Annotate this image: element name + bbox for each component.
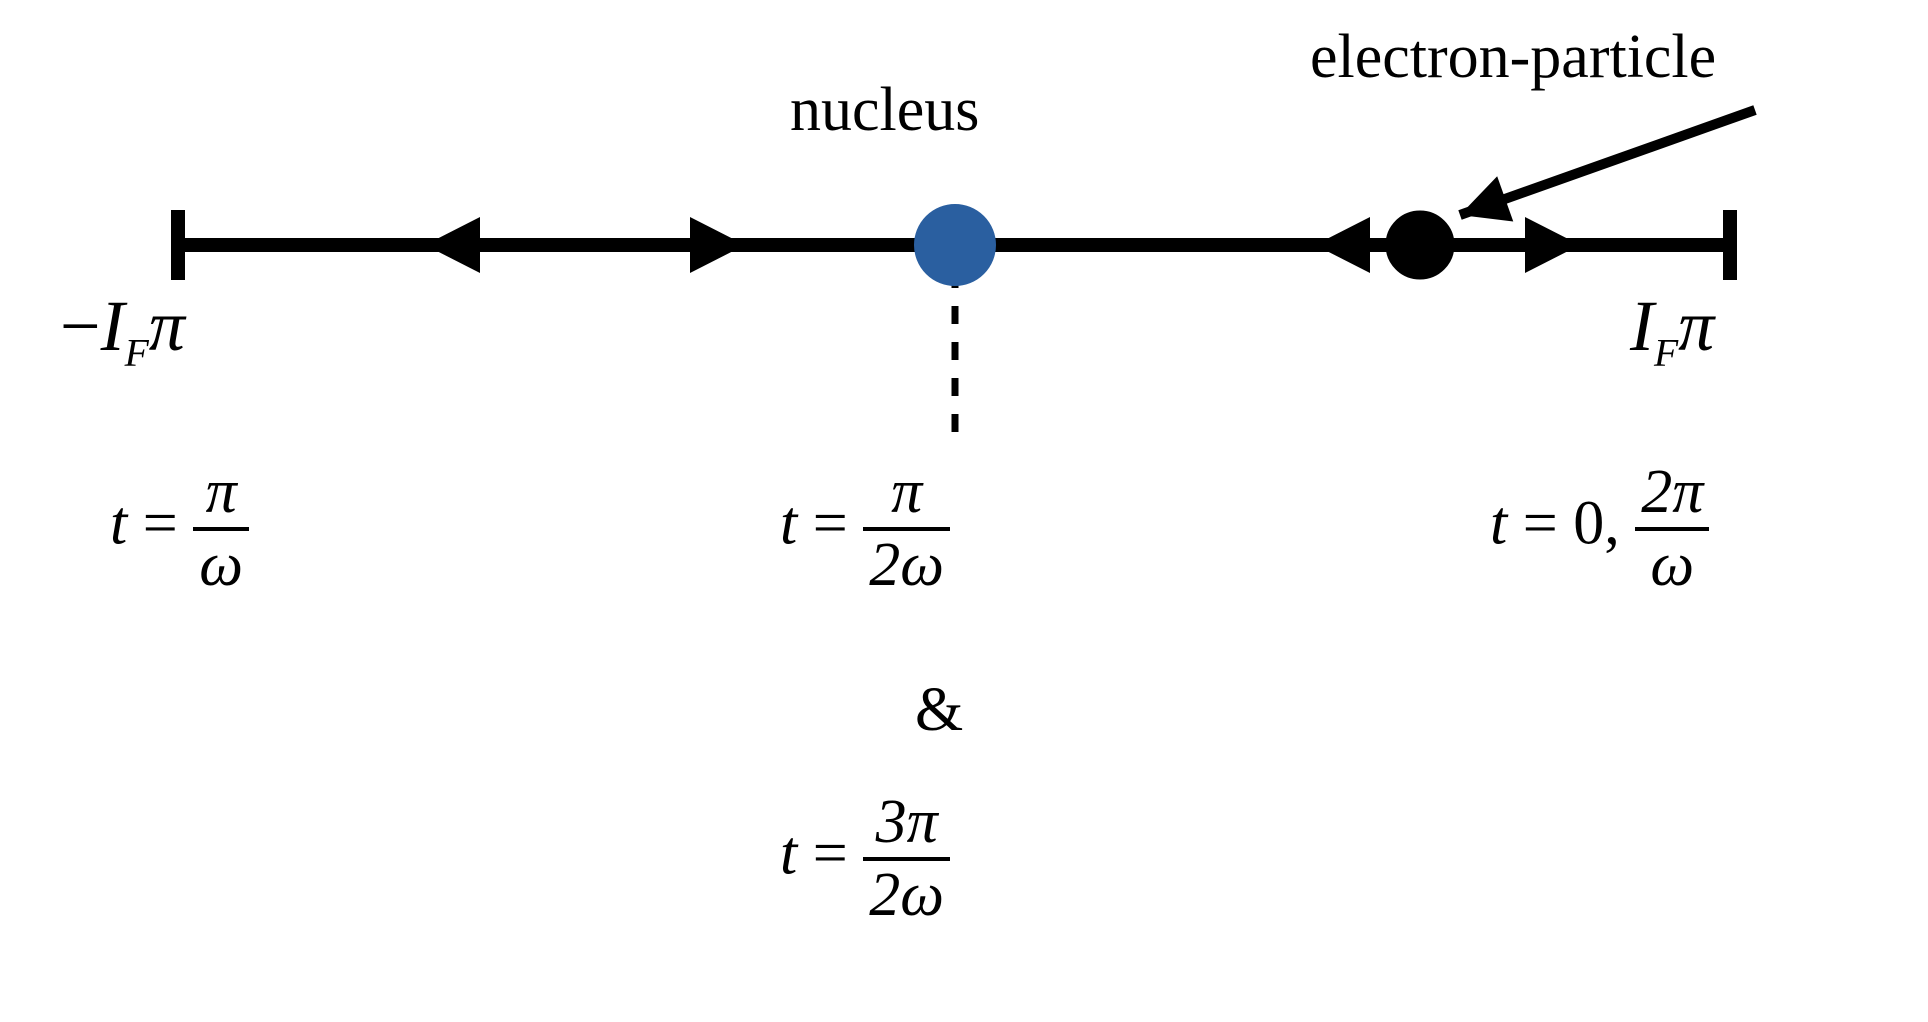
pi-symbol: π <box>149 286 185 366</box>
time-center-label-1: t = π 2ω <box>780 460 950 598</box>
I-symbol: I <box>101 286 125 366</box>
equals-sign: = <box>797 489 863 557</box>
numerator: 3π <box>870 790 944 855</box>
left-end-label: −IFπ <box>60 285 185 375</box>
fraction-3pi-2omega: 3π 2ω <box>863 790 950 928</box>
numerator: π <box>885 460 928 525</box>
ampersand-label: & <box>915 675 963 746</box>
t-var: t <box>1490 489 1507 557</box>
t-var: t <box>110 489 127 557</box>
denominator: ω <box>193 533 249 598</box>
electron-particle-label: electron-particle <box>1310 22 1716 93</box>
nucleus-label: nucleus <box>790 75 979 146</box>
minus-sign: − <box>60 286 101 366</box>
F-subscript: F <box>125 330 149 374</box>
right-end-label: IFπ <box>1630 285 1714 375</box>
fraction-pi-2omega: π 2ω <box>863 460 950 598</box>
denominator: 2ω <box>863 533 950 598</box>
numerator: 2π <box>1635 460 1709 525</box>
I-symbol: I <box>1630 286 1654 366</box>
pi-symbol: π <box>1678 286 1714 366</box>
equals-sign: = <box>1507 489 1573 557</box>
denominator: 2ω <box>863 863 950 928</box>
fraction-2pi-omega: 2π ω <box>1635 460 1709 598</box>
equals-sign: = <box>797 819 863 887</box>
time-right-label: t = 0, 2π ω <box>1490 460 1709 598</box>
fraction-pi-omega: π ω <box>193 460 249 598</box>
t-var: t <box>780 819 797 887</box>
denominator: ω <box>1644 533 1700 598</box>
time-left-label: t = π ω <box>110 460 249 598</box>
numerator: π <box>200 460 243 525</box>
zero-comma: 0, <box>1573 489 1635 557</box>
time-center-label-2: t = 3π 2ω <box>780 790 950 928</box>
t-var: t <box>780 489 797 557</box>
equals-sign: = <box>127 489 193 557</box>
F-subscript: F <box>1654 330 1678 374</box>
